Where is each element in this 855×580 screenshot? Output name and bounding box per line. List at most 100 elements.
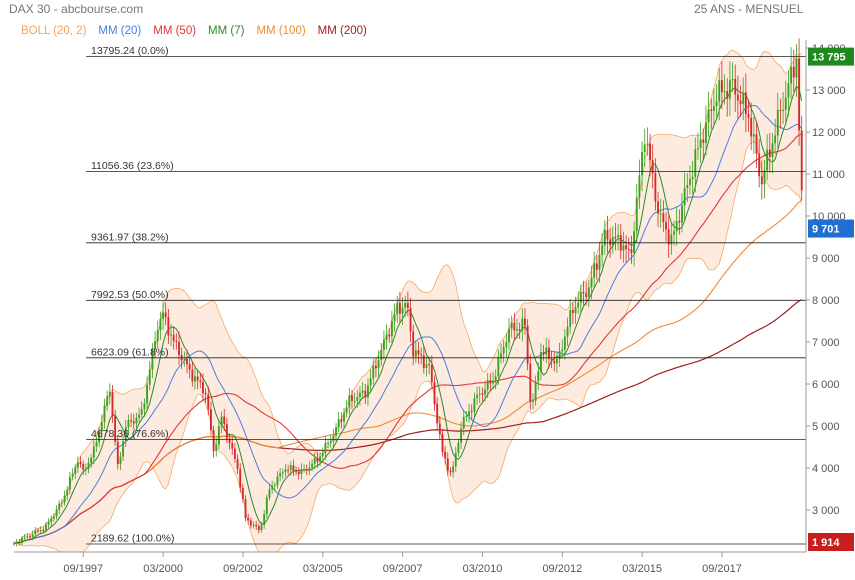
candle-body bbox=[550, 358, 553, 361]
fibonacci-levels: 13795.24 (0.0%) 11056.36 (23.6%) 9361.97 (… bbox=[86, 45, 806, 545]
candle-body bbox=[750, 117, 753, 137]
candle-body bbox=[489, 380, 492, 384]
candle-body bbox=[470, 411, 473, 413]
mm20-line bbox=[13, 104, 803, 544]
candle-body bbox=[364, 390, 367, 398]
candle-body bbox=[116, 441, 119, 465]
legend-item-mm7[interactable]: MM (7) bbox=[208, 25, 245, 37]
candle-body bbox=[215, 444, 218, 452]
candle-body bbox=[159, 318, 162, 331]
candle-body bbox=[199, 380, 202, 383]
candle-body bbox=[148, 369, 151, 385]
legend-item-mm50[interactable]: MM (50) bbox=[153, 25, 197, 37]
candle-body bbox=[654, 173, 657, 202]
candle-body bbox=[454, 452, 457, 467]
candle-body bbox=[760, 176, 763, 185]
candle-body bbox=[29, 536, 31, 538]
candle-body bbox=[673, 231, 675, 235]
candle-body bbox=[18, 542, 21, 544]
candle-body bbox=[513, 322, 516, 331]
candle-body bbox=[212, 430, 215, 452]
x-tick-label: 09/2012 bbox=[542, 563, 582, 575]
candle-body bbox=[324, 442, 327, 454]
candle-body bbox=[462, 417, 465, 429]
candle-body bbox=[705, 122, 707, 143]
candle-body bbox=[681, 205, 683, 223]
candle-body bbox=[792, 66, 795, 78]
candle-body bbox=[143, 403, 146, 410]
candle-body bbox=[625, 245, 628, 249]
candle-body bbox=[414, 350, 417, 357]
candle-body bbox=[643, 144, 646, 152]
candle-body bbox=[675, 220, 678, 232]
candle-body bbox=[146, 384, 148, 404]
candle-body bbox=[633, 231, 636, 253]
candle-body bbox=[359, 392, 361, 398]
candle-body bbox=[273, 485, 276, 487]
candle-body bbox=[683, 188, 686, 206]
candle-body bbox=[186, 359, 188, 365]
candle-body bbox=[66, 489, 69, 496]
x-tick-label: 09/1997 bbox=[63, 563, 103, 575]
candle-body bbox=[486, 380, 489, 390]
candle-body bbox=[140, 409, 143, 415]
candle-body bbox=[194, 376, 196, 382]
legend-item-mm200[interactable]: MM (200) bbox=[317, 25, 367, 37]
candle-body bbox=[521, 318, 524, 331]
candle-body bbox=[540, 352, 542, 372]
candle-body bbox=[697, 147, 699, 150]
candle-body bbox=[744, 92, 747, 115]
candle-body bbox=[305, 469, 308, 471]
candle-body bbox=[178, 341, 180, 356]
price-badge bbox=[808, 47, 854, 66]
mm50-line bbox=[13, 133, 802, 544]
candle-body bbox=[289, 465, 292, 470]
candle-body bbox=[151, 349, 154, 370]
candle-body bbox=[265, 497, 268, 515]
candle-body bbox=[635, 197, 638, 232]
y-tick-label: 8 000 bbox=[812, 295, 840, 307]
candle-body bbox=[728, 80, 731, 99]
legend-item-mm100[interactable]: MM (100) bbox=[256, 25, 306, 37]
legend-item-boll[interactable]: BOLL (20, 2) bbox=[21, 25, 87, 37]
candle-body bbox=[287, 469, 290, 471]
candle-body bbox=[710, 109, 713, 111]
candle-body bbox=[124, 427, 127, 442]
candle-body bbox=[571, 310, 574, 314]
candle-body bbox=[547, 347, 550, 359]
candle-body bbox=[119, 456, 122, 465]
candle-body bbox=[617, 235, 620, 238]
candle-body bbox=[316, 457, 319, 462]
candle-body bbox=[497, 357, 500, 377]
candle-body bbox=[308, 467, 311, 470]
price-badges: 13 795 9 701 1 914 bbox=[808, 47, 854, 551]
candle-body bbox=[31, 534, 34, 537]
candle-body bbox=[476, 394, 478, 399]
candle-body bbox=[460, 428, 463, 443]
candle-body bbox=[228, 438, 231, 444]
candle-body bbox=[731, 78, 734, 81]
candle-body bbox=[233, 448, 236, 459]
candle-body bbox=[390, 320, 393, 337]
candle-body bbox=[553, 360, 556, 364]
price-badge bbox=[808, 219, 854, 238]
candle-body bbox=[566, 326, 569, 337]
candle-body bbox=[563, 336, 566, 350]
candle-body bbox=[649, 143, 651, 161]
candle-body bbox=[433, 382, 436, 405]
price-badge-label: 9 701 bbox=[812, 224, 840, 236]
candle-body bbox=[156, 330, 159, 342]
candle-body bbox=[401, 307, 404, 314]
candle-body bbox=[236, 458, 239, 469]
candle-body bbox=[13, 543, 15, 545]
candle-body bbox=[295, 471, 298, 473]
candle-body bbox=[37, 530, 39, 532]
candle-body bbox=[313, 457, 316, 464]
candle-body bbox=[223, 416, 226, 425]
candle-body bbox=[154, 341, 156, 350]
candle-body bbox=[776, 109, 779, 136]
legend-item-mm20[interactable]: MM (20) bbox=[98, 25, 142, 37]
candle-body bbox=[627, 248, 630, 250]
